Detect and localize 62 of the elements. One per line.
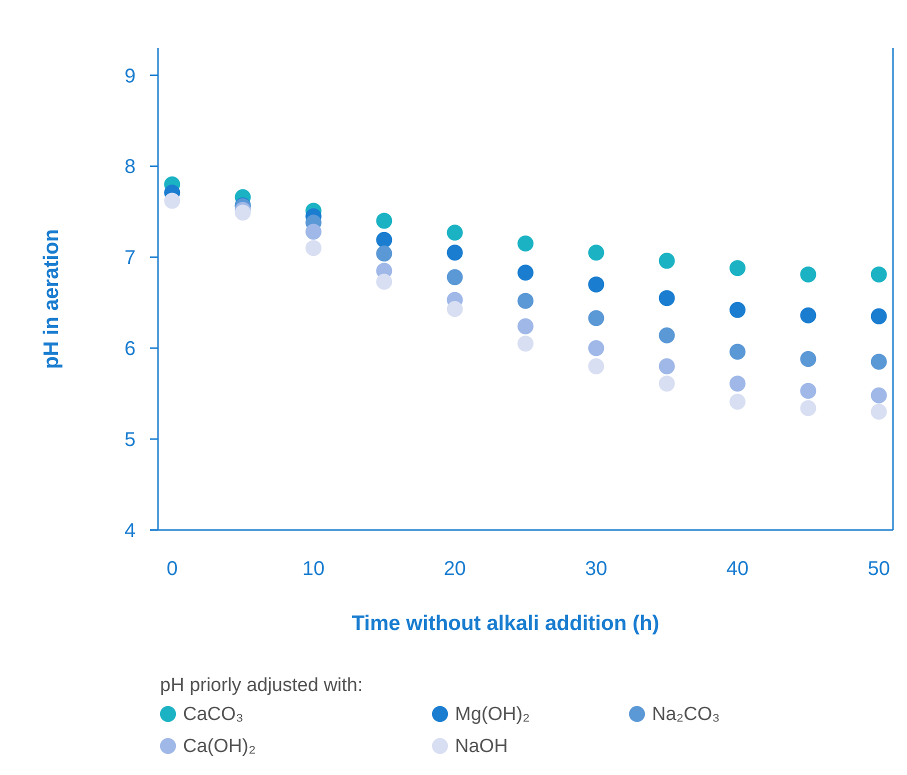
y-tick-label: 6 xyxy=(124,338,136,360)
x-tick-label: 10 xyxy=(302,558,325,580)
x-tick-label: 30 xyxy=(585,558,608,580)
x-tick-label: 0 xyxy=(166,558,178,580)
point xyxy=(446,224,463,241)
y-tick-label: 4 xyxy=(124,520,136,542)
point xyxy=(658,252,675,269)
point xyxy=(800,307,816,324)
point xyxy=(800,266,816,282)
point xyxy=(376,246,392,262)
point xyxy=(588,340,604,356)
legend-label: NaOH xyxy=(455,736,508,757)
point xyxy=(730,376,746,392)
point xyxy=(164,192,180,209)
point xyxy=(588,310,604,326)
legend-title: pH priorly adjusted with: xyxy=(160,675,363,696)
y-tick-label: 9 xyxy=(124,65,136,88)
point xyxy=(800,351,816,368)
point xyxy=(588,276,604,292)
y-tick-label: 7 xyxy=(124,247,136,270)
point xyxy=(658,327,675,344)
point xyxy=(376,274,392,290)
legend-label: Na₂CO₃ xyxy=(652,704,720,725)
legend-label: Ca(OH)₂ xyxy=(183,736,256,757)
point xyxy=(800,382,816,399)
x-axis-title: Time without alkali addition (h) xyxy=(352,612,660,635)
x-tick-label: 20 xyxy=(444,558,466,580)
point xyxy=(234,204,251,221)
point xyxy=(376,232,392,248)
x-tick-label: 40 xyxy=(726,558,749,580)
point xyxy=(870,354,887,370)
point xyxy=(870,266,887,282)
point xyxy=(658,290,675,306)
point xyxy=(305,240,322,256)
y-tick-label: 5 xyxy=(124,429,136,452)
point xyxy=(376,212,392,229)
point xyxy=(446,301,463,318)
y-tick-label: 8 xyxy=(124,156,136,178)
point xyxy=(658,376,675,392)
point xyxy=(518,318,534,334)
point xyxy=(870,308,887,324)
point xyxy=(658,358,675,374)
point xyxy=(588,244,604,261)
x-tick-label: 50 xyxy=(868,558,890,580)
point xyxy=(870,404,887,420)
point xyxy=(730,344,746,360)
legend-label: Mg(OH)₂ xyxy=(455,704,530,725)
point xyxy=(518,336,534,352)
point xyxy=(446,269,463,286)
point xyxy=(870,387,887,404)
point xyxy=(518,236,534,252)
point xyxy=(730,302,746,318)
y-axis-title: pH in aeration xyxy=(40,228,63,370)
point xyxy=(305,224,322,240)
point xyxy=(588,358,604,374)
point xyxy=(730,394,746,410)
legend-label: CaCO₃ xyxy=(183,704,244,725)
point xyxy=(518,292,534,309)
point xyxy=(446,244,463,261)
point xyxy=(518,264,534,281)
point xyxy=(730,260,746,276)
point xyxy=(800,400,816,416)
